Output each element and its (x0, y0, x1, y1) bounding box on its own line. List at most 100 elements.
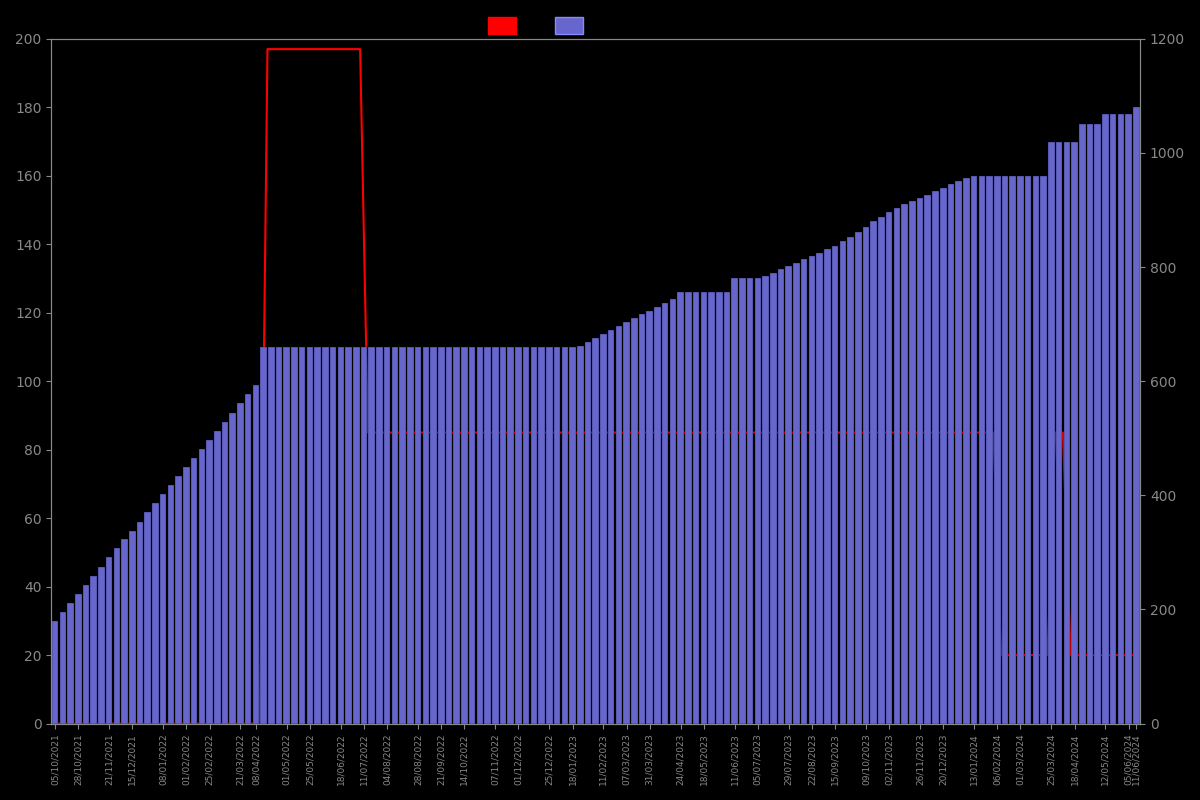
Bar (322, 347, 329, 723)
Bar (1079, 125, 1086, 723)
Bar (229, 413, 236, 723)
Bar (492, 347, 498, 723)
Bar (1072, 142, 1078, 723)
Bar (90, 576, 97, 723)
Bar (1102, 114, 1109, 723)
Bar (1002, 176, 1008, 723)
Bar (562, 347, 568, 723)
Bar (701, 292, 707, 723)
Bar (114, 548, 120, 723)
Bar (160, 494, 167, 723)
Bar (986, 176, 992, 723)
Bar (445, 347, 452, 723)
Bar (130, 530, 136, 723)
Bar (276, 347, 282, 723)
Bar (361, 347, 367, 723)
Bar (824, 250, 830, 723)
Bar (330, 347, 336, 723)
Bar (569, 347, 576, 723)
Bar (755, 278, 761, 723)
Bar (431, 347, 437, 723)
Bar (137, 522, 143, 723)
Bar (198, 449, 205, 723)
Bar (461, 347, 468, 723)
Bar (191, 458, 197, 723)
Bar (168, 485, 174, 723)
Bar (677, 292, 684, 723)
Bar (910, 202, 916, 723)
Bar (662, 303, 668, 723)
Bar (886, 212, 893, 723)
Bar (840, 242, 846, 723)
Bar (283, 347, 290, 723)
Bar (894, 208, 900, 723)
Bar (175, 476, 182, 723)
Bar (971, 176, 977, 723)
Bar (400, 347, 406, 723)
Bar (546, 347, 553, 723)
Bar (384, 347, 390, 723)
Bar (206, 440, 212, 723)
Bar (732, 278, 738, 723)
Bar (809, 256, 815, 723)
Bar (654, 307, 661, 723)
Bar (978, 176, 985, 723)
Bar (724, 292, 731, 723)
Bar (415, 347, 421, 723)
Bar (770, 273, 776, 723)
Bar (67, 603, 74, 723)
Bar (623, 322, 630, 723)
Bar (816, 253, 823, 723)
Bar (647, 311, 653, 723)
Bar (940, 188, 947, 723)
Bar (337, 347, 344, 723)
Bar (762, 276, 769, 723)
Bar (964, 178, 970, 723)
Bar (152, 503, 158, 723)
Bar (98, 566, 104, 723)
Bar (593, 338, 599, 723)
Bar (144, 513, 151, 723)
Bar (847, 237, 854, 723)
Bar (121, 539, 128, 723)
Bar (638, 314, 646, 723)
Bar (1025, 176, 1032, 723)
Bar (955, 182, 962, 723)
Bar (778, 270, 785, 723)
Bar (539, 347, 545, 723)
Bar (577, 346, 583, 723)
Bar (476, 347, 484, 723)
Bar (1056, 142, 1062, 723)
Bar (708, 292, 715, 723)
Bar (917, 198, 923, 723)
Bar (52, 621, 59, 723)
Bar (901, 204, 908, 723)
Bar (515, 347, 522, 723)
Bar (854, 232, 862, 723)
Bar (222, 422, 228, 723)
Bar (83, 585, 89, 723)
Bar (870, 222, 877, 723)
Bar (530, 347, 538, 723)
Bar (746, 278, 754, 723)
Bar (608, 330, 614, 723)
Bar (1087, 125, 1093, 723)
Bar (1048, 142, 1055, 723)
Bar (391, 347, 398, 723)
Bar (346, 347, 352, 723)
Bar (74, 594, 82, 723)
Bar (238, 403, 244, 723)
Bar (60, 612, 66, 723)
Bar (454, 347, 460, 723)
Bar (376, 347, 383, 723)
Bar (739, 278, 745, 723)
Bar (685, 292, 691, 723)
Bar (353, 347, 360, 723)
Bar (924, 194, 931, 723)
Bar (292, 347, 298, 723)
Bar (523, 347, 529, 723)
Bar (932, 191, 938, 723)
Bar (299, 347, 306, 723)
Bar (793, 262, 799, 723)
Bar (994, 176, 1001, 723)
